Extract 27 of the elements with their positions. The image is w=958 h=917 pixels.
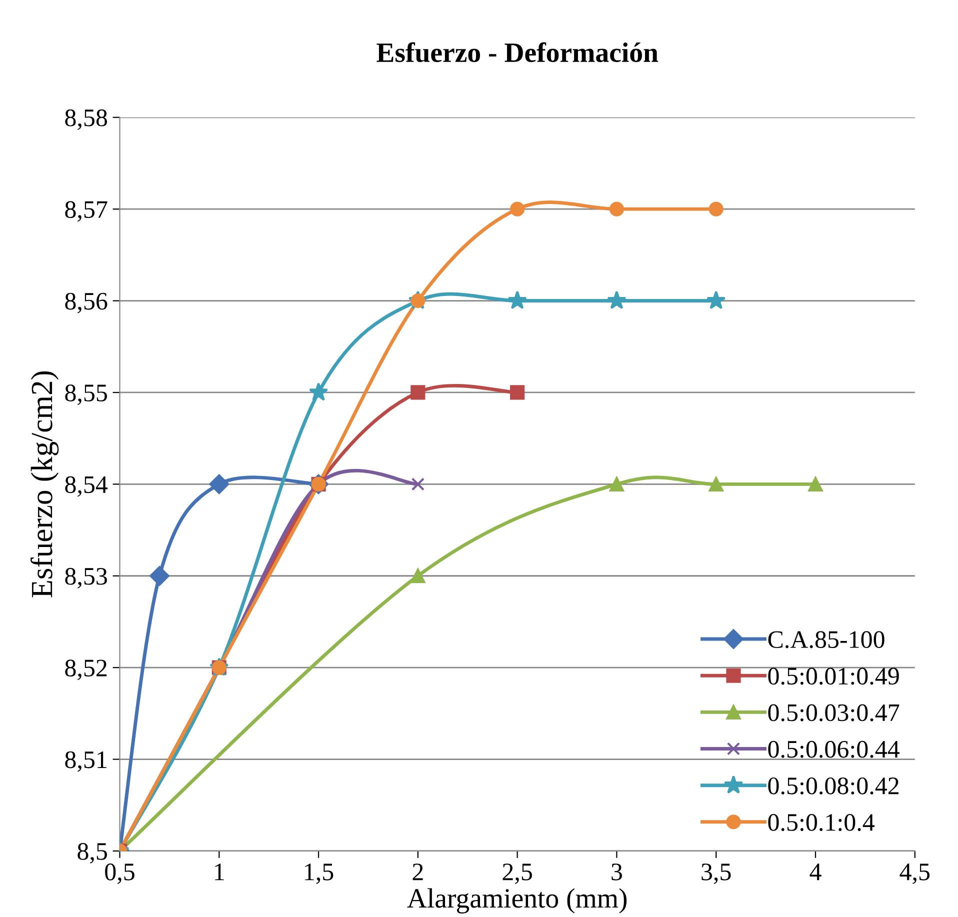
- x-tick-label: 4: [810, 864, 822, 880]
- x-tick-label: 3,5: [702, 864, 731, 884]
- x-tick-label: 4,5: [900, 864, 930, 884]
- x-tick-label: 2,5: [502, 864, 532, 884]
- x-tick-label: 1,5: [305, 864, 334, 884]
- legend-label: 0.5:0.01:0.49: [768, 668, 899, 685]
- legend-label: 0.5:0.08:0.42: [768, 777, 899, 794]
- y-tick-label: 8,51: [65, 751, 106, 772]
- y-tick-label: 8,5: [78, 843, 107, 864]
- y-tick-label: 8,58: [65, 109, 107, 130]
- legend-label: C.A.85-100: [768, 631, 884, 648]
- x-tick-label: 2: [412, 864, 423, 880]
- x-axis-title: Alargamiento (mm): [407, 888, 627, 914]
- y-tick-label: 8,55: [65, 384, 107, 405]
- legend-label: 0.5:0.06:0.44: [768, 740, 900, 758]
- x-tick-label: 0,5: [105, 864, 134, 884]
- x-tick-label: 3: [612, 864, 622, 880]
- y-tick-label: 8,52: [65, 660, 107, 680]
- y-tick-label: 8,57: [65, 201, 108, 222]
- y-tick-label: 8,54: [65, 476, 108, 497]
- y-tick-label: 8,56: [65, 292, 108, 314]
- legend-label: 0.5:0.03:0.47: [768, 704, 900, 722]
- chart-title: Esfuerzo - Deformación: [376, 42, 658, 62]
- x-tick-label: 1: [215, 864, 224, 880]
- y-axis-title: Esfuerzo (kg/cm2): [30, 371, 59, 598]
- legend-label: 0.5:0.1:0.4: [768, 814, 874, 832]
- y-tick-label: 8,53: [65, 568, 107, 588]
